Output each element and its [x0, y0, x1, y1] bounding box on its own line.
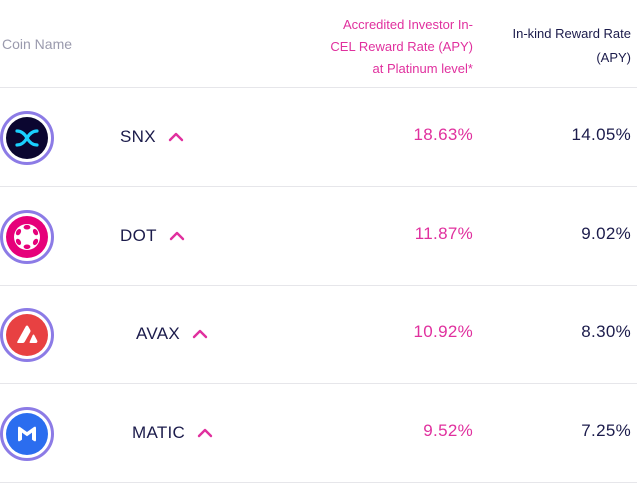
inkind-reward-rate: 9.02%	[581, 224, 631, 243]
table-header: Coin Name Accredited Investor In- CEL Re…	[0, 0, 637, 88]
table-row[interactable]: DOT 11.87% 9.02%	[0, 187, 637, 286]
coin-name-header: Coin Name	[2, 36, 73, 52]
dot-icon	[0, 210, 54, 264]
coin-symbol: SNX	[120, 127, 156, 146]
inkind-header-line-1: In-kind Reward Rate	[512, 26, 632, 41]
chevron-up-icon[interactable]	[192, 326, 208, 342]
cel-reward-rate: 9.52%	[423, 421, 473, 440]
cel-header-line-1: Accredited Investor In-	[342, 17, 473, 32]
coin-symbol: MATIC	[132, 423, 186, 442]
avax-icon	[0, 308, 54, 362]
cel-header-line-2: CEL Reward Rate (APY)	[330, 39, 473, 54]
inkind-header-line-2: (APY)	[596, 50, 631, 65]
table-row[interactable]: SNX 18.63% 14.05%	[0, 88, 637, 187]
cel-reward-rate: 10.92%	[413, 322, 473, 341]
chevron-up-icon[interactable]	[169, 228, 185, 244]
matic-icon	[0, 407, 54, 461]
cel-reward-rate: 11.87%	[414, 224, 473, 243]
table-row[interactable]: AVAX 10.92% 8.30%	[0, 285, 637, 384]
coin-symbol: DOT	[120, 226, 157, 245]
cel-reward-rate-header: Accredited Investor In- CEL Reward Rate …	[273, 14, 473, 80]
inkind-reward-rate-header: In-kind Reward Rate (APY)	[471, 22, 632, 70]
coin-symbol: AVAX	[136, 324, 181, 343]
cel-reward-rate: 18.63%	[413, 125, 473, 144]
inkind-reward-rate: 7.25%	[581, 421, 631, 440]
chevron-up-icon[interactable]	[197, 425, 213, 441]
chevron-up-icon[interactable]	[168, 129, 184, 145]
snx-icon	[0, 111, 54, 165]
table-row[interactable]: MATIC 9.52% 7.25%	[0, 384, 637, 483]
cel-header-line-3: at Platinum level*	[372, 61, 473, 76]
inkind-reward-rate: 14.05%	[571, 125, 631, 144]
inkind-reward-rate: 8.30%	[581, 322, 631, 341]
